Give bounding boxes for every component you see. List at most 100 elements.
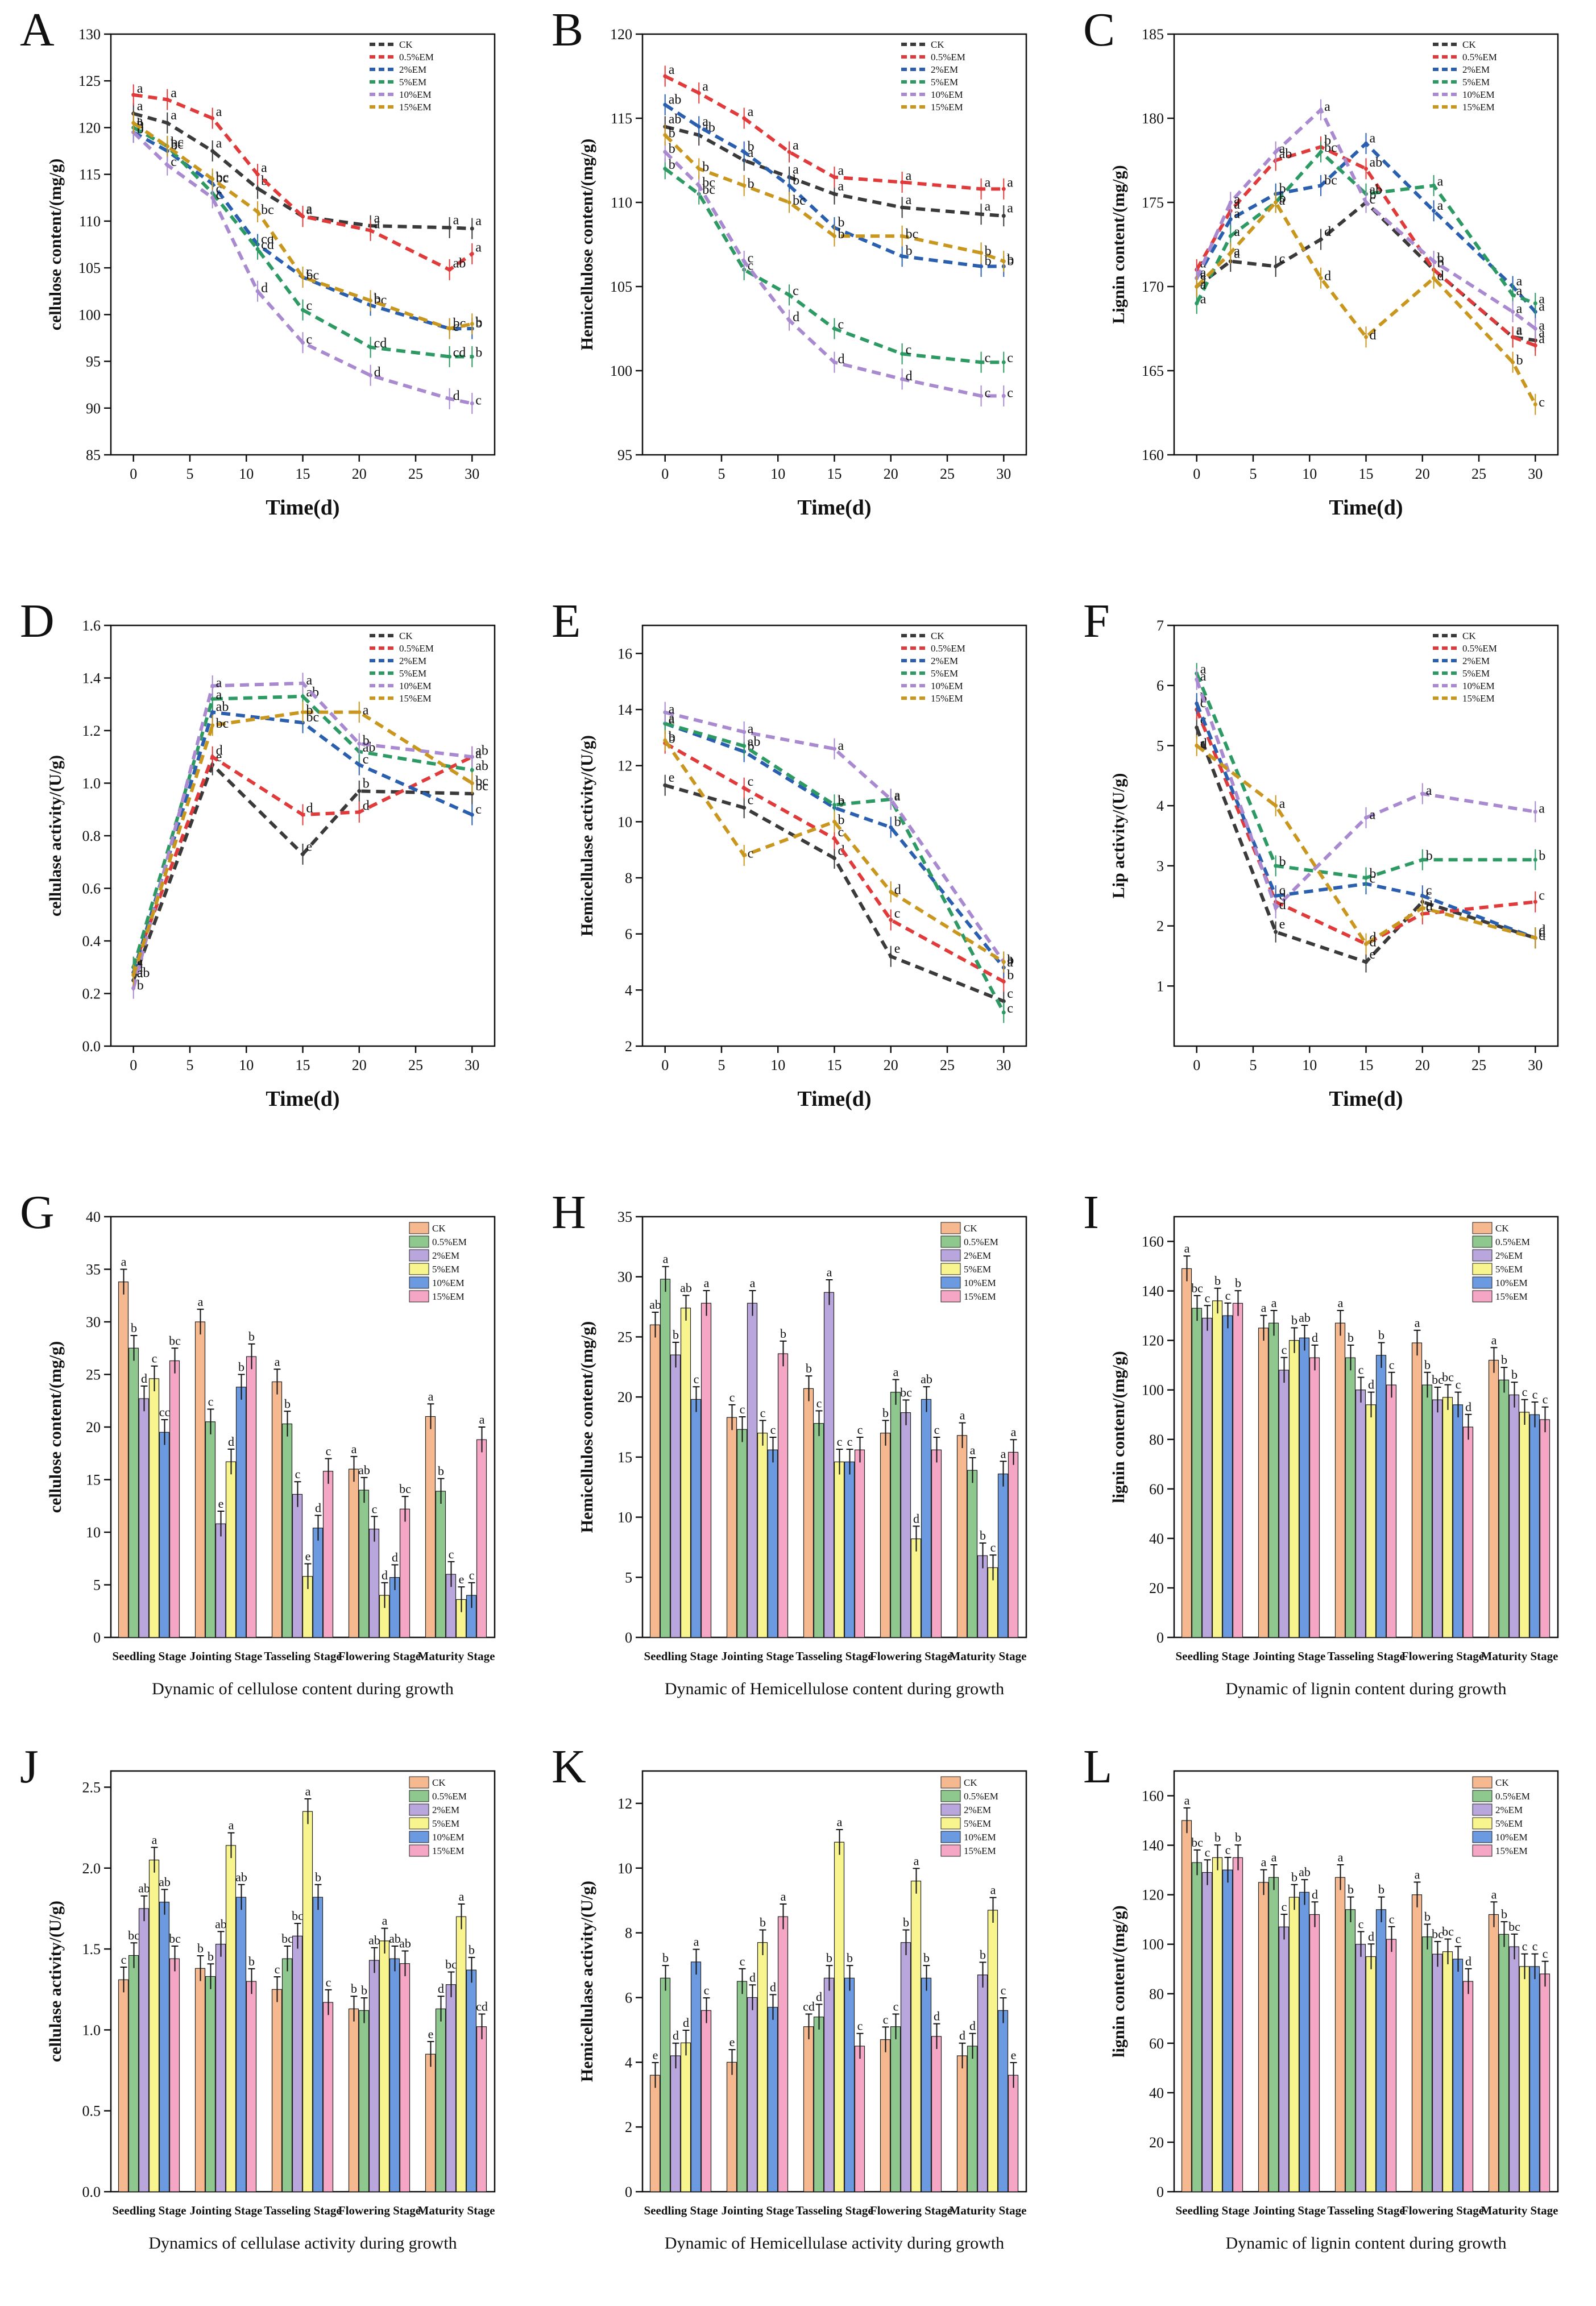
significance-letter: c	[748, 774, 754, 789]
significance-letter: bc	[1508, 1919, 1520, 1934]
bar-10%EM	[767, 1449, 778, 1638]
significance-letter: e	[894, 942, 901, 956]
category-label: Seedling Stage	[1175, 2204, 1249, 2217]
y-tick-label: 105	[610, 279, 632, 295]
bar-15%EM	[399, 1508, 411, 1638]
data-point	[900, 254, 905, 259]
significance-letter: b	[248, 1954, 255, 1968]
significance-letter: c	[748, 847, 754, 861]
significance-letter: e	[1279, 917, 1286, 932]
data-point	[787, 200, 791, 205]
legend-label: 5%EM	[399, 668, 426, 679]
data-point	[1274, 803, 1278, 808]
data-point	[1319, 276, 1323, 280]
category-label: Seedling Stage	[112, 2204, 186, 2217]
bar-10%EM	[921, 1977, 932, 2192]
significance-letter: a	[985, 200, 991, 214]
bar-10%EM	[1452, 1404, 1464, 1638]
y-tick-label: 40	[1149, 2085, 1164, 2101]
data-point	[1420, 894, 1425, 898]
significance-letter: b	[748, 176, 755, 191]
significance-letter: e	[653, 2048, 658, 2062]
y-tick-label: 60	[1149, 1481, 1164, 1498]
bar-2%EM	[215, 1523, 226, 1638]
significance-letter: c	[1426, 900, 1432, 915]
bar-0.5%EM	[1345, 1357, 1356, 1638]
data-point	[979, 264, 984, 268]
significance-letter: a	[171, 86, 177, 101]
data-point	[1274, 930, 1278, 934]
significance-letter: c	[883, 2012, 889, 2026]
chart-L: L 0 20 40 60 80 100 120 140 160 lignin content/(mg…	[1083, 1740, 1559, 2253]
panel-letter: J	[20, 1740, 39, 1793]
significance-letter: c	[1279, 251, 1286, 266]
y-tick-label: 80	[1149, 1986, 1164, 2002]
significance-letter: a	[1516, 274, 1523, 289]
significance-letter: d	[1539, 926, 1545, 940]
significance-letter: b	[374, 292, 381, 306]
significance-letter: a	[669, 712, 675, 727]
data-point	[1319, 237, 1323, 242]
significance-letter: d	[363, 798, 370, 813]
significance-letter: a	[906, 168, 912, 183]
significance-letter: b	[197, 1941, 204, 1955]
significance-letter: d	[959, 2029, 965, 2043]
data-point	[210, 754, 215, 759]
legend-label: 5%EM	[1495, 1818, 1523, 1829]
significance-letter: c	[1456, 1378, 1461, 1392]
significance-letter: a	[1437, 174, 1444, 189]
significance-letter: c	[1007, 351, 1013, 366]
data-point	[1364, 876, 1368, 880]
significance-letter: bc	[1442, 1925, 1454, 1939]
bar-0.5%EM	[1268, 1322, 1279, 1638]
data-point	[1195, 701, 1199, 706]
significance-letter: b	[1291, 1870, 1297, 1884]
bar-10%EM	[159, 1901, 170, 2192]
chart-H: H 0 5 10 15 20 25 30 35 Hemicellulose content/(mg…	[552, 1186, 1027, 1698]
x-tick-label: 0	[130, 1057, 137, 1073]
data-point	[787, 150, 791, 154]
significance-letter: d	[1279, 898, 1286, 913]
bar-CK	[956, 2055, 968, 2192]
legend-label: 0.5%EM	[931, 643, 965, 654]
x-tick-label: 5	[718, 466, 725, 482]
data-point	[1420, 906, 1425, 910]
significance-letter: c	[906, 342, 912, 357]
data-point	[979, 360, 984, 364]
bar-15%EM	[1539, 1973, 1551, 2192]
data-point	[742, 150, 747, 154]
significance-letter: b	[793, 173, 799, 188]
y-tick-label: 6	[1156, 678, 1164, 694]
significance-letter: d	[1539, 929, 1545, 944]
y-tick-label: 0.2	[82, 986, 101, 1002]
bar-0.5%EM	[1421, 1384, 1433, 1638]
legend-label: CK	[432, 1223, 446, 1234]
data-point	[742, 183, 747, 188]
category-label: Flowering Stage	[338, 1649, 421, 1663]
data-point	[470, 226, 474, 231]
significance-letter: c	[1007, 385, 1013, 400]
bar-15%EM	[1386, 1384, 1397, 1638]
x-tick-label: 5	[718, 1057, 725, 1073]
data-point	[368, 345, 373, 350]
significance-letter: e	[729, 2035, 735, 2049]
significance-letter: a	[1539, 326, 1545, 341]
significance-letter: a	[351, 1442, 357, 1456]
bar-CK	[425, 1416, 436, 1638]
data-point	[1432, 209, 1436, 213]
legend-label: 10%EM	[964, 1278, 996, 1288]
data-point	[1511, 309, 1515, 314]
y-tick-label: 0.0	[82, 2184, 101, 2200]
data-point	[787, 318, 791, 322]
data-point	[889, 825, 893, 830]
legend-label: 5%EM	[1462, 77, 1490, 88]
y-axis-label: Hemicellulase activity/(U/g)	[578, 1881, 596, 2082]
data-point	[742, 729, 747, 734]
bar-15%EM	[1539, 1419, 1551, 1638]
significance-letter: b	[669, 142, 675, 156]
bar-CK	[803, 2026, 814, 2192]
data-point	[832, 192, 836, 196]
bar-15%EM	[1008, 2075, 1019, 2192]
significance-letter: a	[374, 217, 380, 231]
bar-CK	[956, 1435, 968, 1638]
